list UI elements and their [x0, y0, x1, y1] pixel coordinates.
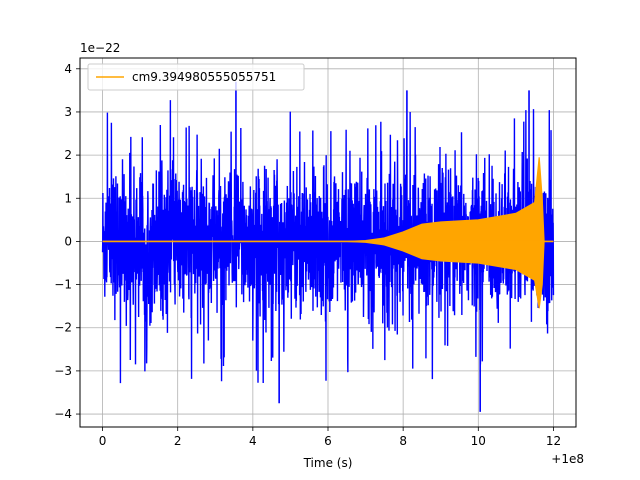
- y-tick-label: 2: [64, 148, 72, 162]
- x-offset-text: +1e8: [551, 452, 584, 466]
- x-tick-label: 6: [324, 434, 332, 448]
- legend: cm9.394980555055751: [87, 63, 305, 91]
- x-tick-label: 12: [546, 434, 561, 448]
- series-chirp-envelope: [102, 157, 554, 309]
- series-layer: [101, 81, 555, 412]
- y-tick-label: −3: [54, 364, 72, 378]
- x-tick-label: 8: [399, 434, 407, 448]
- x-tick-label: 10: [471, 434, 486, 448]
- y-tick-label: −2: [54, 321, 72, 335]
- y-tick-label: 1: [64, 191, 72, 205]
- x-tick-label: 4: [249, 434, 257, 448]
- y-tick-label: −1: [54, 278, 72, 292]
- y-scale-text: 1e−22: [80, 41, 120, 55]
- y-tick-label: −4: [54, 407, 72, 421]
- y-tick-label: 3: [64, 105, 72, 119]
- legend-entry: cm9.394980555055751: [132, 70, 276, 84]
- y-tick-label: 0: [64, 234, 72, 248]
- x-tick-label: 0: [99, 434, 107, 448]
- x-tick-label: 2: [174, 434, 182, 448]
- series-noise-line: [101, 100, 555, 384]
- y-tick-label: 4: [64, 62, 72, 76]
- legend-box: [87, 63, 305, 91]
- x-axis-label: Time (s): [303, 456, 353, 470]
